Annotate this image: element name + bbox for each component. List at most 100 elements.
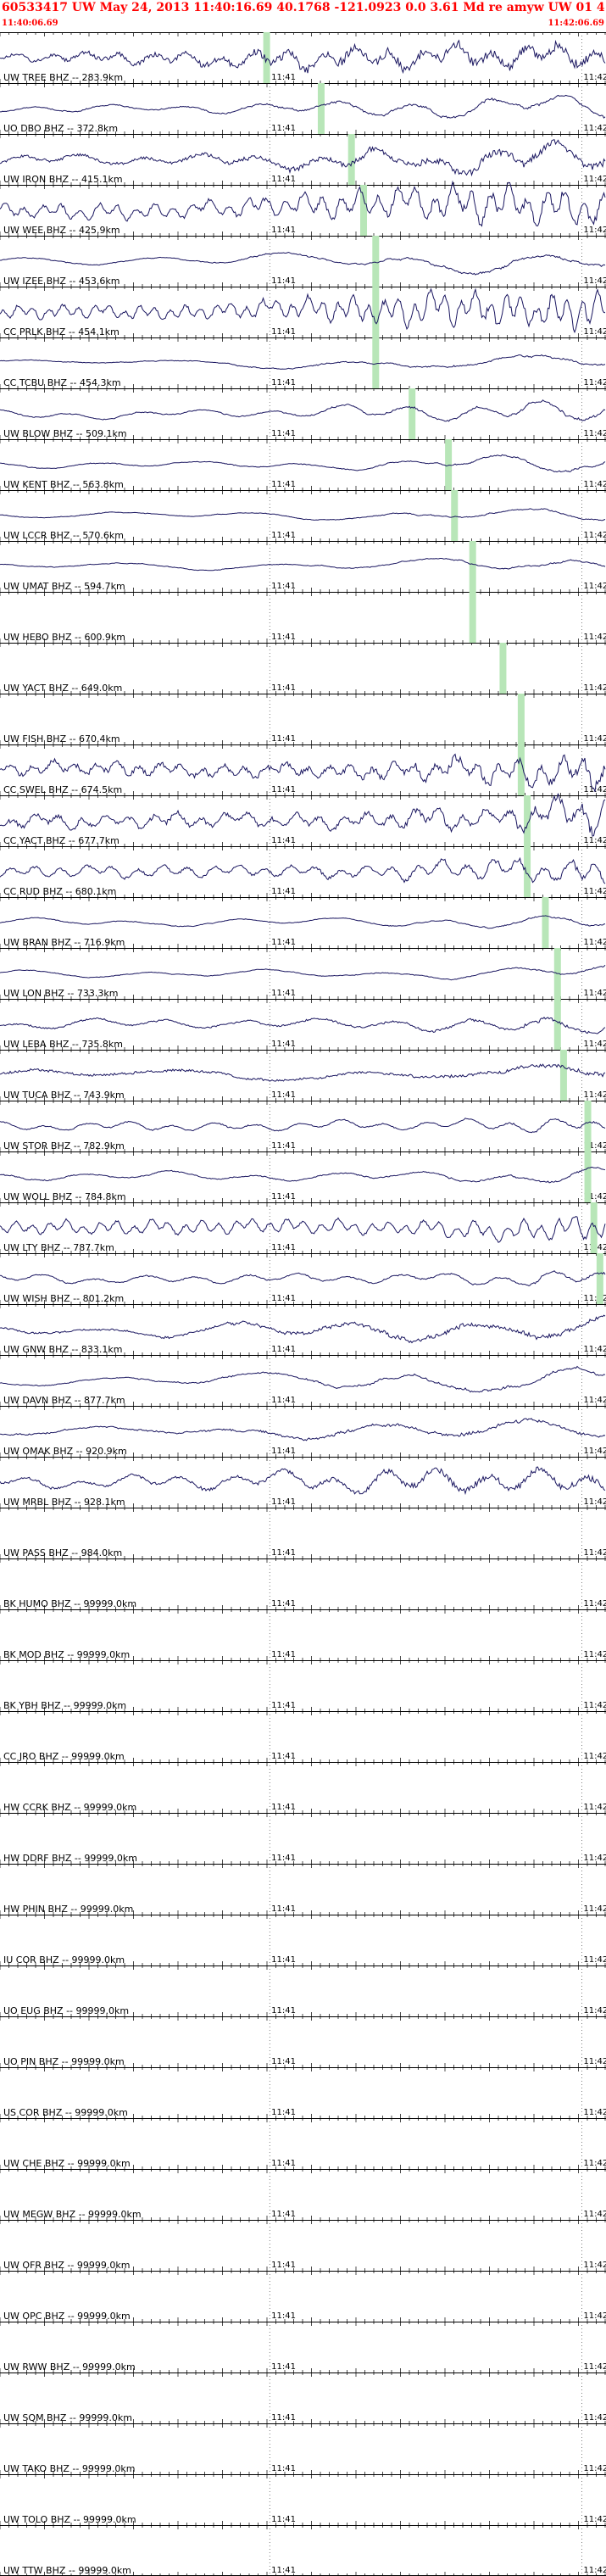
pick-marker (347, 134, 355, 185)
pick-marker (317, 83, 325, 134)
minute-label: 11:41 (271, 785, 296, 795)
minute-label: 11:42 (583, 327, 606, 337)
pick-marker (263, 32, 270, 83)
trace-panel: 11:41 11:42 UW YACT BHZ -- 649.0km (0, 643, 606, 694)
waveform (0, 139, 606, 177)
minute-label: 11:42 (583, 1701, 606, 1710)
minute-label: 11:41 (271, 276, 296, 286)
trace-panel: 11:41 11:42 UW UMAT BHZ -- 594.7km (0, 541, 606, 592)
minute-label: 11:41 (271, 124, 296, 133)
trace-panel: 11:41 11:42 UW IRON BHZ -- 415.1km (0, 134, 606, 185)
station-label: UW BRAN BHZ -- 716.9km (3, 937, 125, 948)
minute-label: 11:42 (583, 836, 606, 845)
minute-label: 11:41 (271, 1040, 296, 1049)
minute-label: 11:42 (583, 1141, 606, 1151)
minute-label: 11:41 (271, 1752, 296, 1761)
plot-header: 60533417 UW May 24, 2013 11:40:16.69 40.… (0, 0, 606, 32)
window-end-time: 11:42:06.69 (548, 19, 604, 28)
pick-marker (590, 1202, 598, 1253)
minute-label: 11:42 (583, 1497, 606, 1507)
pick-marker (553, 999, 561, 1050)
minute-label: 11:42 (583, 1345, 606, 1354)
waveform (0, 1270, 606, 1286)
waveform (0, 1216, 606, 1243)
trace-panel: 11:41 11:42 UW TUCA BHZ -- 743.9km (0, 1050, 606, 1101)
minute-label: 11:41 (271, 1548, 296, 1558)
station-label: UW TREE BHZ -- 283.9km (3, 72, 123, 83)
trace-panel: 11:41 11:42 UW IZEE BHZ -- 453.6km (0, 236, 606, 287)
minute-label: 11:41 (271, 480, 296, 489)
pick-marker (524, 846, 531, 897)
minute-label: 11:42 (583, 1294, 606, 1303)
pick-marker (409, 388, 416, 439)
pick-marker (360, 185, 367, 236)
pick-marker (451, 490, 459, 541)
station-label: UW TUCA BHZ -- 743.9km (3, 1090, 125, 1101)
trace-panel: 11:41 11:42 UW LON BHZ -- 733.3km (0, 948, 606, 999)
trace-panel: 11:41 11:42 BK HUMO BHZ -- 99999.0km (0, 1558, 606, 1609)
station-label: UW OMAK BHZ -- 920.9km (3, 1446, 127, 1457)
minute-label: 11:41 (271, 1396, 296, 1405)
minute-label: 11:41 (271, 1701, 296, 1710)
station-label: UW YACT BHZ -- 649.0km (3, 683, 122, 694)
minute-label: 11:42 (583, 1650, 606, 1659)
minute-label: 11:41 (271, 1599, 296, 1609)
waveform (0, 793, 606, 837)
trace-panel: 11:41 11:42 UO DBO BHZ -- 372.8km (0, 83, 606, 134)
trace-panel: 11:41 11:42 UW MRBL BHZ -- 928.1km (0, 1457, 606, 1508)
trace-panel: 11:41 11:42 UW OMAK BHZ -- 920.9km (0, 1406, 606, 1457)
minute-label: 11:42 (583, 1090, 606, 1100)
minute-label: 11:41 (271, 1447, 296, 1456)
minute-label: 11:42 (583, 175, 606, 184)
minute-label: 11:42 (583, 1040, 606, 1049)
minute-label: 11:41 (271, 1294, 296, 1303)
trace-panel: 11:41 11:42 UW WEE BHZ -- 425.9km (0, 180, 606, 236)
trace-panel: 11:41 11:42 CC PRLK BHZ -- 454.1km (0, 287, 606, 337)
station-label: UW DAVN BHZ -- 877.7km (3, 1395, 125, 1406)
station-label: UW LEBA BHZ -- 735.8km (3, 1039, 123, 1050)
waveform (0, 508, 606, 521)
pick-marker (542, 897, 549, 948)
event-title: 60533417 UW May 24, 2013 11:40:16.69 40.… (2, 1, 605, 14)
minute-label: 11:42 (583, 1396, 606, 1405)
station-label: UW LCCR BHZ -- 570.6km (3, 530, 124, 541)
station-label: BK YBH BHZ -- 99999.0km (3, 1700, 126, 1711)
minute-label: 11:42 (583, 683, 606, 693)
waveform (0, 558, 606, 572)
waveform (0, 1466, 606, 1496)
minute-label: 11:41 (271, 175, 296, 184)
station-label: UW LON BHZ -- 733.3km (3, 988, 118, 999)
minute-label: 11:42 (583, 276, 606, 286)
station-label: BK MOD BHZ -- 99999.0km (3, 1649, 130, 1660)
pick-marker (584, 1101, 592, 1151)
station-label: CC SWEL BHZ -- 674.5km (3, 784, 122, 795)
trace-panel: 11:41 11:42 UW KENT BHZ -- 563.8km (0, 439, 606, 490)
minute-label: 11:42 (583, 734, 606, 744)
station-label: UW STOR BHZ -- 782.9km (3, 1140, 125, 1151)
station-label: UO DBO BHZ -- 372.8km (3, 123, 118, 134)
waveform (0, 287, 606, 334)
pick-marker (469, 592, 476, 643)
minute-label: 11:41 (271, 73, 296, 82)
station-label: UW LTY BHZ -- 787.7km (3, 1242, 114, 1253)
minute-label: 11:42 (583, 582, 606, 591)
minute-label: 11:42 (583, 226, 606, 235)
trace-panel: 11:41 11:42 UW PASS BHZ -- 984.0km (0, 1508, 606, 1558)
minute-label: 11:42 (583, 124, 606, 133)
station-label: UW UMAT BHZ -- 594.7km (3, 581, 125, 592)
pick-marker (499, 643, 507, 694)
pick-marker (559, 1050, 567, 1101)
pick-marker (445, 439, 453, 490)
minute-label: 11:41 (271, 989, 296, 998)
minute-label: 11:42 (583, 989, 606, 998)
minute-label: 11:42 (583, 531, 606, 540)
minute-label: 11:42 (583, 1599, 606, 1609)
minute-label: 11:41 (271, 938, 296, 947)
pick-marker (469, 541, 476, 592)
minute-label: 11:42 (583, 1447, 606, 1456)
minute-label: 11:41 (271, 633, 296, 642)
minute-label: 11:41 (271, 582, 296, 591)
trace-panel: 11:41 11:42 UW DAVN BHZ -- 877.7km (0, 1355, 606, 1406)
trace-panel: 11:41 11:42 BK YBH BHZ -- 99999.0km (0, 1660, 606, 1711)
